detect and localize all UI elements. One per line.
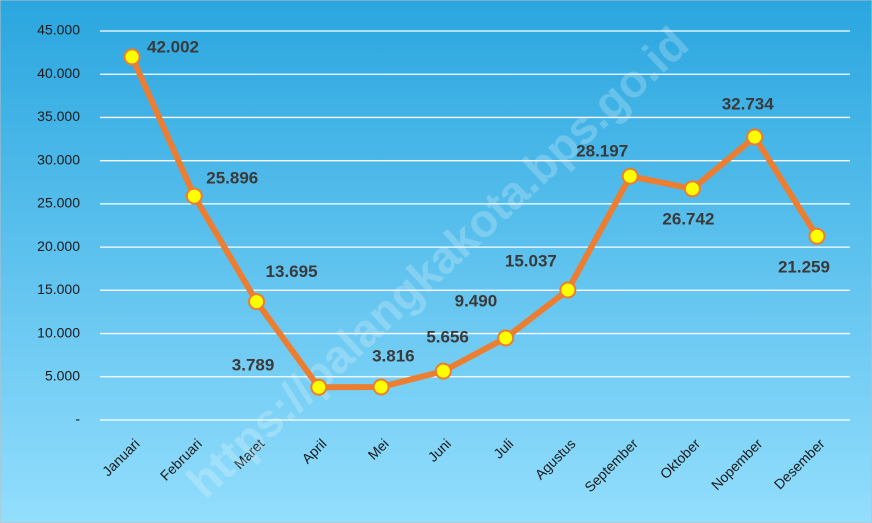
value-label: 32.734	[722, 95, 775, 114]
marker	[310, 378, 328, 396]
value-label: 28.197	[576, 142, 628, 161]
value-label: 26.742	[662, 209, 714, 228]
value-label: 21.259	[778, 258, 830, 277]
marker	[185, 187, 203, 205]
marker	[683, 180, 701, 198]
marker	[621, 167, 639, 185]
marker	[372, 378, 390, 396]
line	[129, 55, 820, 391]
y-tick-label: 25.000	[37, 195, 80, 211]
marker	[248, 293, 266, 311]
value-label: 25.896	[206, 169, 258, 188]
value-label: 15.037	[505, 251, 557, 270]
y-tick-label: 10.000	[37, 324, 80, 340]
marker	[559, 281, 577, 299]
y-tick-label: -	[75, 411, 80, 427]
value-label: 42.002	[147, 37, 199, 56]
y-tick-label: 40.000	[37, 65, 80, 81]
y-tick-label: 35.000	[37, 108, 80, 124]
marker	[808, 227, 826, 245]
marker	[497, 329, 515, 347]
marker	[123, 48, 141, 66]
marker	[746, 128, 764, 146]
value-label: 13.695	[266, 262, 318, 281]
y-tick-label: 45.000	[37, 22, 80, 38]
marker	[434, 362, 452, 380]
y-tick-label: 20.000	[37, 238, 80, 254]
y-tick-label: 5.000	[45, 367, 80, 383]
y-tick-label: 15.000	[37, 281, 80, 297]
value-label: 9.490	[455, 291, 498, 310]
value-label: 3.816	[372, 346, 415, 365]
y-tick-label: 30.000	[37, 151, 80, 167]
value-label: 3.789	[232, 356, 275, 375]
value-label: 5.656	[426, 328, 469, 347]
